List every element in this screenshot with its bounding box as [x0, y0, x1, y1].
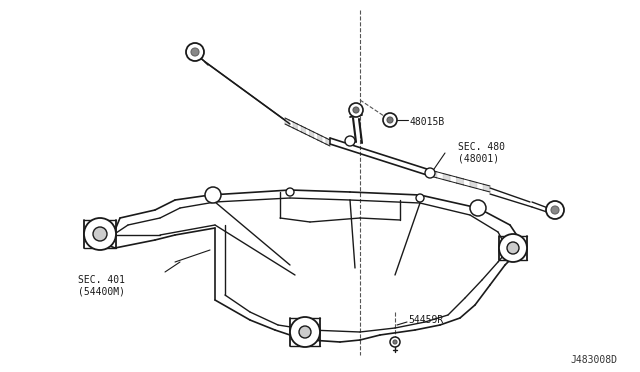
Text: SEC. 401: SEC. 401	[78, 275, 125, 285]
Polygon shape	[470, 181, 477, 189]
Circle shape	[186, 43, 204, 61]
Circle shape	[345, 136, 355, 146]
Circle shape	[470, 200, 486, 216]
Polygon shape	[483, 184, 490, 192]
Circle shape	[507, 242, 519, 254]
Polygon shape	[301, 126, 305, 134]
Text: (48001): (48001)	[458, 153, 499, 163]
Polygon shape	[444, 174, 450, 181]
Circle shape	[546, 201, 564, 219]
Text: (54400M): (54400M)	[78, 287, 125, 297]
Circle shape	[93, 227, 107, 241]
Circle shape	[84, 218, 116, 250]
Polygon shape	[326, 138, 330, 146]
Circle shape	[205, 187, 221, 203]
Circle shape	[387, 117, 393, 123]
Circle shape	[383, 113, 397, 127]
Text: 54459R: 54459R	[408, 315, 444, 325]
Circle shape	[353, 107, 359, 113]
Circle shape	[499, 234, 527, 262]
Circle shape	[551, 206, 559, 214]
Circle shape	[390, 337, 400, 347]
Polygon shape	[317, 134, 322, 142]
Circle shape	[286, 188, 294, 196]
Circle shape	[425, 168, 435, 178]
Polygon shape	[285, 118, 289, 126]
Circle shape	[393, 340, 397, 344]
Circle shape	[349, 103, 363, 117]
Circle shape	[299, 326, 311, 338]
Polygon shape	[310, 130, 314, 138]
Polygon shape	[457, 177, 463, 185]
Circle shape	[290, 317, 320, 347]
Text: 48015B: 48015B	[410, 117, 445, 127]
Polygon shape	[293, 122, 297, 130]
Polygon shape	[430, 170, 436, 178]
Text: SEC. 480: SEC. 480	[458, 142, 505, 152]
Circle shape	[191, 48, 199, 56]
Circle shape	[416, 194, 424, 202]
Text: J483008D: J483008D	[570, 355, 617, 365]
